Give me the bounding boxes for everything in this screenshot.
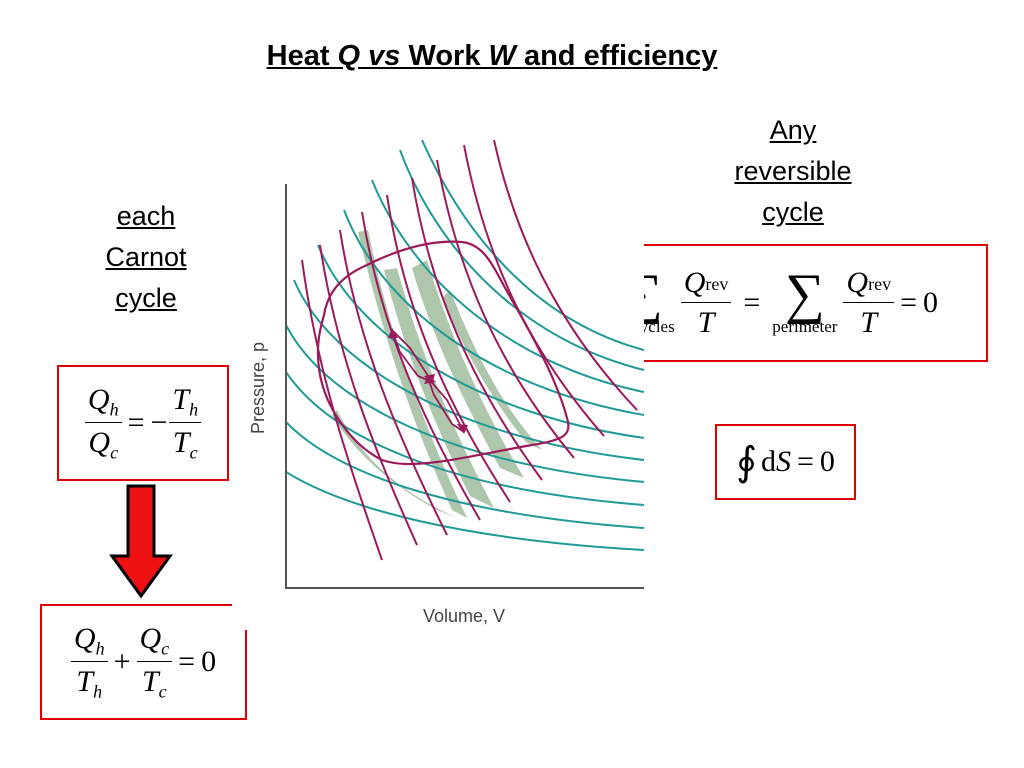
reversible-cycle-label: Any reversible cycle: [708, 110, 878, 233]
label-line-any: Any: [769, 115, 817, 145]
cycle-arrow-icon: [424, 376, 436, 384]
contour-integral-symbol: ∮: [736, 439, 757, 484]
equals-sign: =: [178, 645, 196, 678]
zero-value: 0: [923, 286, 938, 319]
cycle-arrow-icon: [457, 424, 468, 434]
label-line-cycle: cycle: [762, 197, 824, 227]
title-text-heat: Heat: [266, 40, 338, 72]
pv-diagram: Pressure, p Volume, V: [232, 140, 644, 630]
qrev-over-t-fraction-1: Qrev T: [680, 268, 732, 338]
label-line-carnot: Carnot: [105, 242, 187, 272]
carnot-strip-3: [412, 260, 524, 478]
title-symbol-q: Q: [337, 40, 361, 72]
plus-sign: +: [113, 645, 131, 678]
equals-sign: =: [743, 286, 761, 319]
x-axis-label: Volume, V: [423, 606, 505, 626]
qh-over-th-fraction: Qh Th: [70, 623, 108, 700]
isotherm-2: [399, 149, 644, 371]
zero-value: 0: [201, 645, 217, 678]
small-carnot-cycle-2: [427, 377, 465, 433]
title-symbol-w: W: [488, 40, 516, 72]
equals-sign: =: [900, 286, 917, 319]
title-text-work: Work: [408, 40, 489, 72]
equals-sign: =: [127, 406, 145, 439]
entropy-symbol-s: S: [775, 445, 791, 478]
sum-perimeter: ∑ perimeter: [772, 263, 838, 336]
carnot-strip-4: [442, 290, 542, 450]
adiabat-9: [493, 140, 638, 411]
carnot-strip-2: [384, 268, 494, 508]
adiabat-7: [436, 159, 575, 459]
small-carnot-cycle-1: [391, 329, 435, 384]
title-text-efficiency: and efficiency: [515, 40, 718, 72]
adiabat-4: [361, 211, 481, 521]
y-axis-label: Pressure, p: [248, 342, 268, 434]
label-line-reversible: reversible: [734, 156, 852, 186]
adiabat-6: [411, 177, 543, 481]
isotherm-4: [343, 209, 644, 416]
minus-sign: −: [150, 406, 168, 439]
carnot-cycle-label: each Carnot cycle: [76, 196, 216, 319]
qc-over-tc-fraction: Qc Tc: [136, 623, 173, 700]
differential-d: d: [760, 445, 776, 478]
adiabat-3: [339, 229, 448, 536]
adiabat-1: [301, 259, 383, 561]
qh-over-qc-fraction: Qh Qc: [84, 384, 122, 461]
pv-diagram-svg: Pressure, p Volume, V: [248, 140, 644, 626]
adiabat-8: [463, 144, 605, 437]
zero-value: 0: [819, 445, 835, 478]
th-over-tc-fraction: Th Tc: [169, 384, 202, 461]
down-arrow-icon: [109, 484, 173, 599]
reversible-cycle-contour: [316, 240, 570, 466]
qrev-over-t-fraction-2: Qrev T: [843, 268, 895, 338]
label-line-cycle: cycle: [115, 283, 177, 313]
sum-limit-perimeter: perimeter: [772, 317, 838, 336]
label-line-each: each: [116, 201, 176, 231]
adiabat-2: [319, 244, 418, 546]
isotherm-5: [317, 244, 644, 439]
entropy-integral-box: ∮ d S = 0: [715, 424, 856, 500]
adiabat-5: [386, 194, 511, 503]
isotherm-9: [286, 421, 644, 529]
isotherm-10: [286, 471, 644, 551]
cycle-arrow-icon: [388, 328, 398, 338]
isotherm-7: [286, 324, 644, 483]
equals-sign: =: [796, 445, 814, 478]
title-text-vs: vs: [360, 40, 409, 72]
sigma-symbol: ∑: [784, 263, 825, 325]
carnot-sum-equation-box: Qh Th + Qc Tc = 0: [40, 604, 247, 720]
carnot-ratio-equation-box: Qh Qc = − Th Tc: [57, 365, 229, 481]
page-title: Heat Q vs Work W and efficiency: [0, 40, 984, 73]
